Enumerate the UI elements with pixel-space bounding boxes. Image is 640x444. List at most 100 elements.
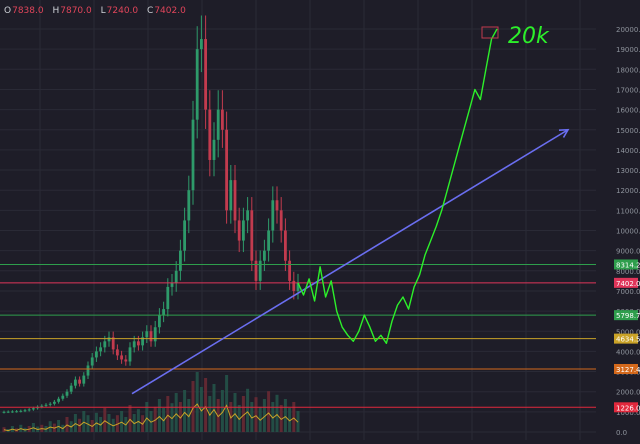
candle-body [292,280,296,291]
level-price-label: 4634.5 [616,336,640,344]
candle-body [258,260,262,281]
price-axis[interactable]: 0.01000.02000.03000.04000.05000.06000.07… [616,26,640,437]
y-tick-label: 1000.0 [616,409,640,417]
candle-body [95,351,98,358]
candle-layer [2,15,300,414]
volume-bar [191,381,195,432]
candle-body [82,375,86,384]
volume-bar [103,408,107,432]
volume-bar [262,399,266,432]
volume-bar [204,378,208,432]
y-tick-label: 9000.0 [616,248,640,256]
candle-body [250,210,254,261]
candle-body [44,404,48,406]
candle-body [128,347,132,362]
level-price-tag [614,363,638,374]
low-label: L [100,6,106,16]
candle-body [65,391,69,396]
level-label-layer: 8314.2 7402.0 5798.7 4634.5 3127.4 1226.0 [614,259,640,413]
projection-path[interactable] [297,28,498,344]
volume-bar [258,406,262,432]
candle-body [32,408,35,410]
candle-body [284,230,287,261]
candle-body [116,349,119,356]
high-value: 7870.0 [60,6,92,16]
candle-body [141,337,144,346]
candle-body [103,341,107,348]
annotation-20k: 20k [508,24,550,49]
candle-body [78,379,81,384]
candle-body [174,270,178,283]
volume-bar [292,402,296,432]
level-price-tag [614,259,638,270]
y-tick-label: 4000.0 [616,348,640,356]
volume-bar [145,402,149,432]
y-tick-label: 19000.0 [616,46,640,54]
candle-body [263,250,266,261]
volume-bar [166,396,170,432]
level-price-tag [614,310,638,321]
candle-body [11,411,14,413]
candle-body [183,220,186,251]
candle-body [179,250,182,271]
volume-bar [73,414,77,432]
volume-bar [2,427,6,432]
candle-body [74,379,77,386]
candle-body [69,385,73,392]
candle-body [233,180,237,221]
volume-bar [212,384,216,432]
volume-bar [136,409,140,432]
target-box [481,26,499,39]
candle-body [267,230,270,251]
candle-body [124,359,128,362]
volume-bar [216,399,220,432]
volume-bar [128,405,132,432]
y-tick-label: 14000.0 [616,147,640,155]
candle-body [212,139,216,160]
high-label: H [52,6,60,16]
candle-body [111,337,115,350]
trend-arrow-line[interactable] [131,129,569,395]
level-price-label: 7402.0 [616,280,640,288]
candle-body [107,337,111,342]
y-tick-label: 10000.0 [616,228,640,236]
volume-bar [170,403,174,432]
candle-body [15,411,18,413]
candle-body [254,260,258,281]
close-value: 7402.0 [154,6,186,16]
drawing-layer: 20k [131,24,570,395]
candle-body [61,395,65,399]
y-tick-label: 13000.0 [616,167,640,175]
trend-arrow-head [558,128,570,138]
level-price-tag [614,402,638,413]
candle-body [48,403,52,405]
candle-body [158,315,161,328]
volume-bar [288,408,292,432]
candle-body [275,200,279,211]
candle-body [40,405,44,407]
candle-body [216,109,220,140]
candle-body [132,341,136,348]
volume-bar [275,394,279,432]
volume-bar [283,399,287,432]
volume-bar [82,411,86,432]
volume-bar [267,391,271,432]
candle-body [204,39,207,110]
candle-body [2,411,6,413]
y-tick-label: 15000.0 [616,127,640,135]
y-tick-label: 18000.0 [616,66,640,74]
y-tick-label: 5000.0 [616,328,640,336]
volume-bar [86,415,90,432]
volume-bar [174,393,178,432]
candle-body [242,220,245,241]
volume-layer [2,372,300,432]
candle-body [99,347,102,352]
candle-body [237,220,241,241]
candle-body [271,200,275,231]
volume-bar [279,405,283,432]
y-tick-label: 2000.0 [616,389,640,397]
volume-bar [195,372,199,432]
candle-body [200,39,203,50]
